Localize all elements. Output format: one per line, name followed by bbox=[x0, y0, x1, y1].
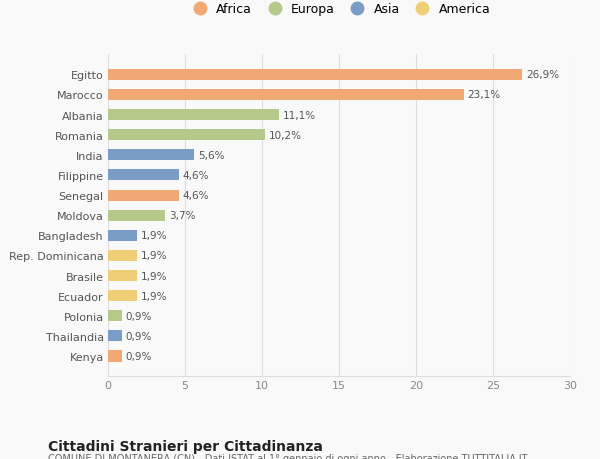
Bar bbox=[108, 351, 122, 362]
Bar bbox=[108, 250, 137, 262]
Text: 0,9%: 0,9% bbox=[126, 331, 152, 341]
Text: 0,9%: 0,9% bbox=[126, 351, 152, 361]
Bar bbox=[108, 190, 179, 201]
Text: 4,6%: 4,6% bbox=[182, 171, 209, 180]
Text: Cittadini Stranieri per Cittadinanza: Cittadini Stranieri per Cittadinanza bbox=[48, 439, 323, 453]
Bar bbox=[108, 70, 522, 81]
Text: 0,9%: 0,9% bbox=[126, 311, 152, 321]
Text: 26,9%: 26,9% bbox=[526, 70, 559, 80]
Text: 3,7%: 3,7% bbox=[169, 211, 196, 221]
Text: 5,6%: 5,6% bbox=[198, 151, 224, 161]
Bar bbox=[108, 210, 165, 221]
Bar bbox=[108, 270, 137, 281]
Bar bbox=[108, 90, 464, 101]
Text: 1,9%: 1,9% bbox=[141, 231, 167, 241]
Text: 1,9%: 1,9% bbox=[141, 251, 167, 261]
Bar bbox=[108, 170, 179, 181]
Bar bbox=[108, 311, 122, 322]
Legend: Africa, Europa, Asia, America: Africa, Europa, Asia, America bbox=[188, 4, 490, 17]
Text: 10,2%: 10,2% bbox=[269, 130, 302, 140]
Bar bbox=[108, 330, 122, 341]
Text: 23,1%: 23,1% bbox=[467, 90, 501, 100]
Bar bbox=[108, 230, 137, 241]
Bar bbox=[108, 291, 137, 302]
Text: 1,9%: 1,9% bbox=[141, 291, 167, 301]
Text: 1,9%: 1,9% bbox=[141, 271, 167, 281]
Bar bbox=[108, 150, 194, 161]
Text: COMUNE DI MONTANERA (CN) - Dati ISTAT al 1° gennaio di ogni anno - Elaborazione : COMUNE DI MONTANERA (CN) - Dati ISTAT al… bbox=[48, 453, 527, 459]
Bar bbox=[108, 130, 265, 141]
Bar bbox=[108, 110, 279, 121]
Text: 11,1%: 11,1% bbox=[283, 110, 316, 120]
Text: 4,6%: 4,6% bbox=[182, 190, 209, 201]
